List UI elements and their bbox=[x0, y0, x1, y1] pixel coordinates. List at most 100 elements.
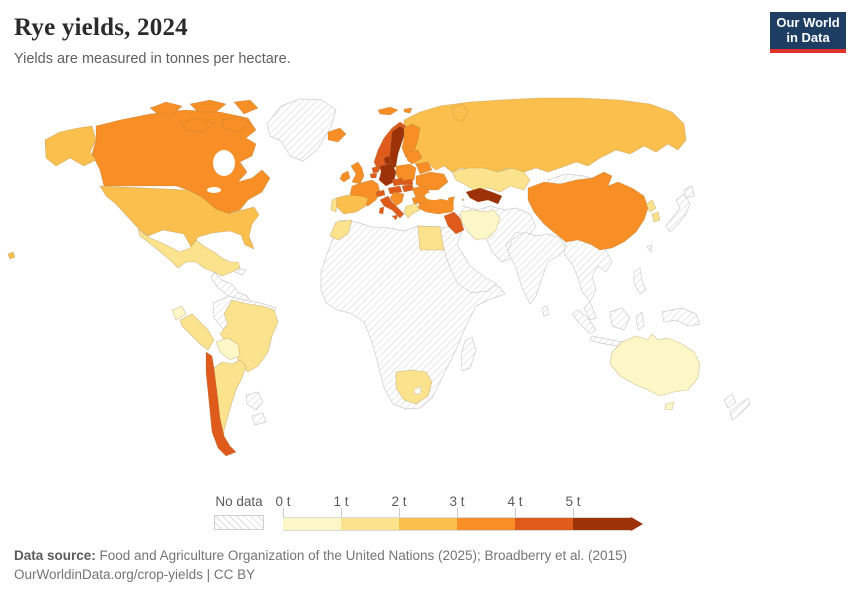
country-united-kingdom[interactable] bbox=[350, 161, 365, 185]
country-morocco[interactable] bbox=[329, 219, 353, 241]
country-north-korea[interactable] bbox=[645, 199, 657, 213]
country-italy[interactable] bbox=[379, 195, 405, 219]
country-brazil[interactable] bbox=[219, 299, 279, 373]
country-hawaii[interactable] bbox=[7, 251, 16, 260]
region-sri-lanka-no-data[interactable] bbox=[541, 305, 550, 317]
country-canada-arctic[interactable] bbox=[233, 99, 259, 115]
region-philippines-no-data[interactable] bbox=[633, 267, 647, 295]
country-germany[interactable] bbox=[378, 163, 397, 187]
country-canada-arctic[interactable] bbox=[179, 117, 215, 133]
region-new-zealand-north-no-data[interactable] bbox=[723, 393, 737, 409]
country-bulgaria[interactable] bbox=[411, 195, 429, 205]
country-australia[interactable] bbox=[609, 333, 701, 397]
legend-color-segment[interactable] bbox=[341, 517, 399, 531]
country-uzbekistan[interactable] bbox=[465, 187, 503, 205]
country-sicily[interactable] bbox=[391, 214, 399, 221]
hudson-bay-water bbox=[213, 150, 235, 176]
legend-color-segment[interactable] bbox=[283, 517, 341, 531]
region-paraguay-no-data[interactable] bbox=[245, 391, 264, 411]
region-arabia-levant-no-data[interactable] bbox=[437, 223, 498, 294]
country-bolivia[interactable] bbox=[215, 337, 241, 361]
region-hokkaido-no-data[interactable] bbox=[683, 185, 695, 199]
legend-tick-label: 0 t bbox=[275, 494, 291, 509]
owid-logo-line1: Our World bbox=[776, 15, 840, 30]
region-southeast-asia-no-data[interactable] bbox=[563, 237, 613, 321]
data-source-line: Data source: Food and Agriculture Organi… bbox=[14, 546, 627, 565]
country-sardinia[interactable] bbox=[378, 206, 385, 215]
country-poland[interactable] bbox=[395, 163, 417, 183]
legend-tick-mark bbox=[283, 508, 284, 517]
country-belarus[interactable] bbox=[415, 161, 433, 175]
country-tasmania[interactable] bbox=[664, 401, 675, 411]
country-slovakia[interactable] bbox=[401, 178, 414, 186]
legend-tick-label: 1 t bbox=[333, 494, 349, 509]
legend-no-data-swatch[interactable] bbox=[214, 515, 264, 530]
owid-logo[interactable]: Our World in Data bbox=[770, 12, 846, 53]
country-iran[interactable] bbox=[459, 209, 501, 241]
country-canada-arctic[interactable] bbox=[149, 101, 183, 115]
region-taiwan-no-data[interactable] bbox=[646, 244, 653, 253]
legend-tick-mark bbox=[573, 508, 574, 517]
country-denmark[interactable] bbox=[383, 155, 392, 165]
country-iraq[interactable] bbox=[443, 211, 465, 235]
country-netherlands[interactable] bbox=[371, 165, 380, 174]
country-switzerland[interactable] bbox=[375, 189, 386, 198]
region-borneo-no-data[interactable] bbox=[609, 307, 631, 331]
data-source-label: Data source: bbox=[14, 548, 96, 563]
country-south-africa[interactable] bbox=[395, 369, 433, 405]
country-novaya-zemlya[interactable] bbox=[451, 103, 469, 123]
lesotho-no-fill bbox=[413, 386, 422, 395]
legend-tick-label: 3 t bbox=[449, 494, 465, 509]
country-peru[interactable] bbox=[179, 313, 215, 351]
region-greenland-no-data[interactable] bbox=[266, 98, 337, 162]
country-iceland[interactable] bbox=[327, 127, 347, 143]
region-hispaniola-no-data[interactable] bbox=[234, 267, 247, 276]
country-greece[interactable] bbox=[403, 203, 421, 219]
region-new-zealand-south-no-data[interactable] bbox=[729, 397, 751, 421]
country-portugal[interactable] bbox=[330, 197, 338, 213]
country-alaska[interactable] bbox=[44, 125, 97, 167]
legend-color-segment[interactable] bbox=[399, 517, 457, 531]
legend-color-segment[interactable] bbox=[457, 517, 515, 531]
country-baltics[interactable] bbox=[406, 149, 423, 165]
country-chile[interactable] bbox=[205, 351, 237, 457]
country-egypt[interactable] bbox=[417, 225, 445, 251]
data-source-text: Food and Agriculture Organization of the… bbox=[95, 548, 628, 563]
region-japan-no-data[interactable] bbox=[665, 193, 691, 233]
region-madagascar-no-data[interactable] bbox=[460, 336, 477, 372]
region-sulawesi-no-data[interactable] bbox=[635, 311, 645, 331]
country-ireland[interactable] bbox=[339, 170, 351, 183]
country-mexico[interactable] bbox=[137, 228, 241, 277]
legend-segments bbox=[283, 517, 631, 531]
license-link[interactable]: OurWorldinData.org/crop-yields | CC BY bbox=[14, 567, 256, 582]
country-south-korea[interactable] bbox=[651, 211, 661, 223]
country-canada[interactable] bbox=[91, 109, 271, 215]
country-canada-arctic[interactable] bbox=[221, 115, 251, 133]
country-ukraine[interactable] bbox=[415, 171, 449, 191]
region-india-no-data[interactable] bbox=[507, 231, 567, 305]
legend-arrow-tip bbox=[631, 517, 643, 531]
country-canada-arctic[interactable] bbox=[189, 99, 227, 113]
country-kazakhstan[interactable] bbox=[451, 167, 531, 193]
legend-tick-label: 4 t bbox=[507, 494, 523, 509]
region-new-guinea-no-data[interactable] bbox=[661, 307, 701, 327]
country-united-states[interactable] bbox=[99, 185, 260, 250]
legend-tick-mark bbox=[399, 508, 400, 517]
country-china[interactable] bbox=[527, 171, 649, 251]
country-austria[interactable] bbox=[387, 185, 403, 195]
legend-no-data: No data bbox=[214, 494, 264, 530]
legend-color-segment[interactable] bbox=[515, 517, 573, 531]
country-svalbard[interactable] bbox=[403, 107, 413, 114]
region-uruguay-no-data[interactable] bbox=[251, 412, 267, 426]
region-sumatra-no-data[interactable] bbox=[571, 309, 597, 335]
country-balkans[interactable] bbox=[389, 191, 405, 207]
country-svalbard[interactable] bbox=[377, 106, 399, 116]
legend-tick-mark bbox=[341, 508, 342, 517]
country-russia[interactable] bbox=[403, 97, 687, 173]
country-ecuador[interactable] bbox=[171, 305, 187, 321]
footer: Data source: Food and Agriculture Organi… bbox=[14, 546, 627, 584]
legend-color-segment[interactable] bbox=[573, 517, 631, 531]
country-spain[interactable] bbox=[335, 194, 369, 215]
country-belgium[interactable] bbox=[369, 172, 378, 179]
